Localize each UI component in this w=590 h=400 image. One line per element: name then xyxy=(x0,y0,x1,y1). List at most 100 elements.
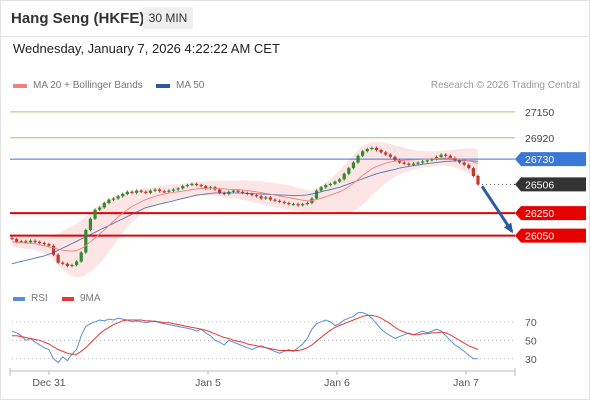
ma50-swatch xyxy=(156,83,170,88)
chart-header: Hang Seng (HKFE) 30 MIN xyxy=(0,0,590,37)
candle-body xyxy=(125,191,129,194)
candle-body xyxy=(425,160,429,162)
candle-body xyxy=(47,244,51,246)
level-label-26250: 26250 xyxy=(525,208,554,220)
candle-body xyxy=(296,204,300,206)
candle-body xyxy=(153,189,157,191)
candle-body xyxy=(194,183,199,186)
candle-body xyxy=(379,150,383,153)
candle-body xyxy=(374,147,379,151)
level-tag-26730 xyxy=(515,152,586,167)
candle-body xyxy=(314,190,319,199)
candle-body xyxy=(181,186,185,189)
candle-body xyxy=(416,162,420,164)
candle-body xyxy=(444,154,448,156)
candle-body xyxy=(347,168,351,174)
candle-body xyxy=(130,191,134,193)
candle-body xyxy=(384,152,388,155)
candle-body xyxy=(467,164,471,169)
candle-body xyxy=(222,192,226,195)
candle-body xyxy=(15,239,19,242)
candle-body xyxy=(107,199,111,203)
candle-body xyxy=(259,196,263,199)
candle-body xyxy=(134,190,139,193)
candle-body xyxy=(102,203,106,208)
candle-body xyxy=(116,196,120,199)
candle-body xyxy=(365,149,369,152)
level-tag-26050 xyxy=(515,228,586,243)
candle-body xyxy=(241,191,245,193)
research-credit: Research © 2026 Trading Central xyxy=(430,80,580,91)
legend-ma50-label: MA 50 xyxy=(176,80,205,91)
candle-body xyxy=(70,264,74,267)
candle-body xyxy=(319,187,323,191)
candle-body xyxy=(407,163,411,165)
rsi-tick-70: 70 xyxy=(525,317,537,329)
candle-body xyxy=(250,194,254,196)
candle-body xyxy=(457,160,462,163)
candle-body xyxy=(273,199,277,201)
candle-body xyxy=(148,190,153,193)
candle-body xyxy=(476,176,480,185)
rsi-tick-50: 50 xyxy=(525,335,537,347)
candle-body xyxy=(38,241,42,244)
candle-body xyxy=(144,191,148,193)
candle-body xyxy=(471,168,475,176)
candle-body xyxy=(305,203,309,205)
level-label-26506: 26506 xyxy=(525,179,554,191)
candle-body xyxy=(421,161,425,163)
rsi-ma-line xyxy=(12,314,479,355)
legend-9ma-label: 9MA xyxy=(80,293,101,304)
candle-body xyxy=(61,262,65,264)
candle-body xyxy=(24,241,28,243)
level-label-26730: 26730 xyxy=(525,154,554,166)
legend-ma50: MA 50 xyxy=(156,80,204,91)
ma20-swatch xyxy=(13,83,27,88)
candle-body xyxy=(254,195,259,197)
level-tag-26250 xyxy=(515,206,586,221)
candle-body xyxy=(231,190,236,192)
candle-body xyxy=(171,189,176,191)
candle-body xyxy=(287,203,291,205)
candle-body xyxy=(158,189,162,192)
candle-body xyxy=(19,241,23,243)
candle-body xyxy=(93,209,97,219)
x-tick-label: Jan 6 xyxy=(324,377,350,389)
legend-ma20: MA 20 + Bollinger Bands xyxy=(13,80,143,91)
candle-body xyxy=(337,179,342,182)
level-label-26050: 26050 xyxy=(525,231,554,243)
ma9-swatch xyxy=(62,296,74,301)
candle-body xyxy=(351,162,356,169)
candle-body xyxy=(411,163,416,165)
candle-body xyxy=(333,181,337,184)
candle-body xyxy=(342,173,346,180)
candle-body xyxy=(111,198,116,200)
candle-body xyxy=(28,240,33,243)
legend-rsi-label: RSI xyxy=(31,293,48,304)
candle-body xyxy=(430,159,434,161)
instrument-title: Hang Seng (HKFE) xyxy=(11,10,145,27)
candle-body xyxy=(361,151,365,156)
legend-ma20-label: MA 20 + Bollinger Bands xyxy=(33,80,143,91)
candle-body xyxy=(88,218,93,230)
candle-body xyxy=(10,237,14,240)
candle-body xyxy=(190,183,194,186)
candle-body xyxy=(204,186,208,189)
candle-body xyxy=(282,201,286,204)
candle-body xyxy=(264,197,268,199)
x-tick-label: Dec 31 xyxy=(32,377,65,389)
candle-body xyxy=(388,154,392,157)
timeframe-button[interactable]: 30 MIN xyxy=(143,7,193,29)
x-tick-label: Jan 7 xyxy=(453,377,479,389)
candle-body xyxy=(167,190,171,192)
rsi-line xyxy=(11,312,478,364)
candle-body xyxy=(176,188,180,190)
candle-body xyxy=(448,155,452,158)
legend-rsi: RSI xyxy=(13,293,48,304)
candle-body xyxy=(79,252,83,262)
candle-body xyxy=(291,204,296,206)
candle-body xyxy=(434,156,439,160)
candle-body xyxy=(462,162,466,165)
x-tick-label: Jan 5 xyxy=(195,377,221,389)
